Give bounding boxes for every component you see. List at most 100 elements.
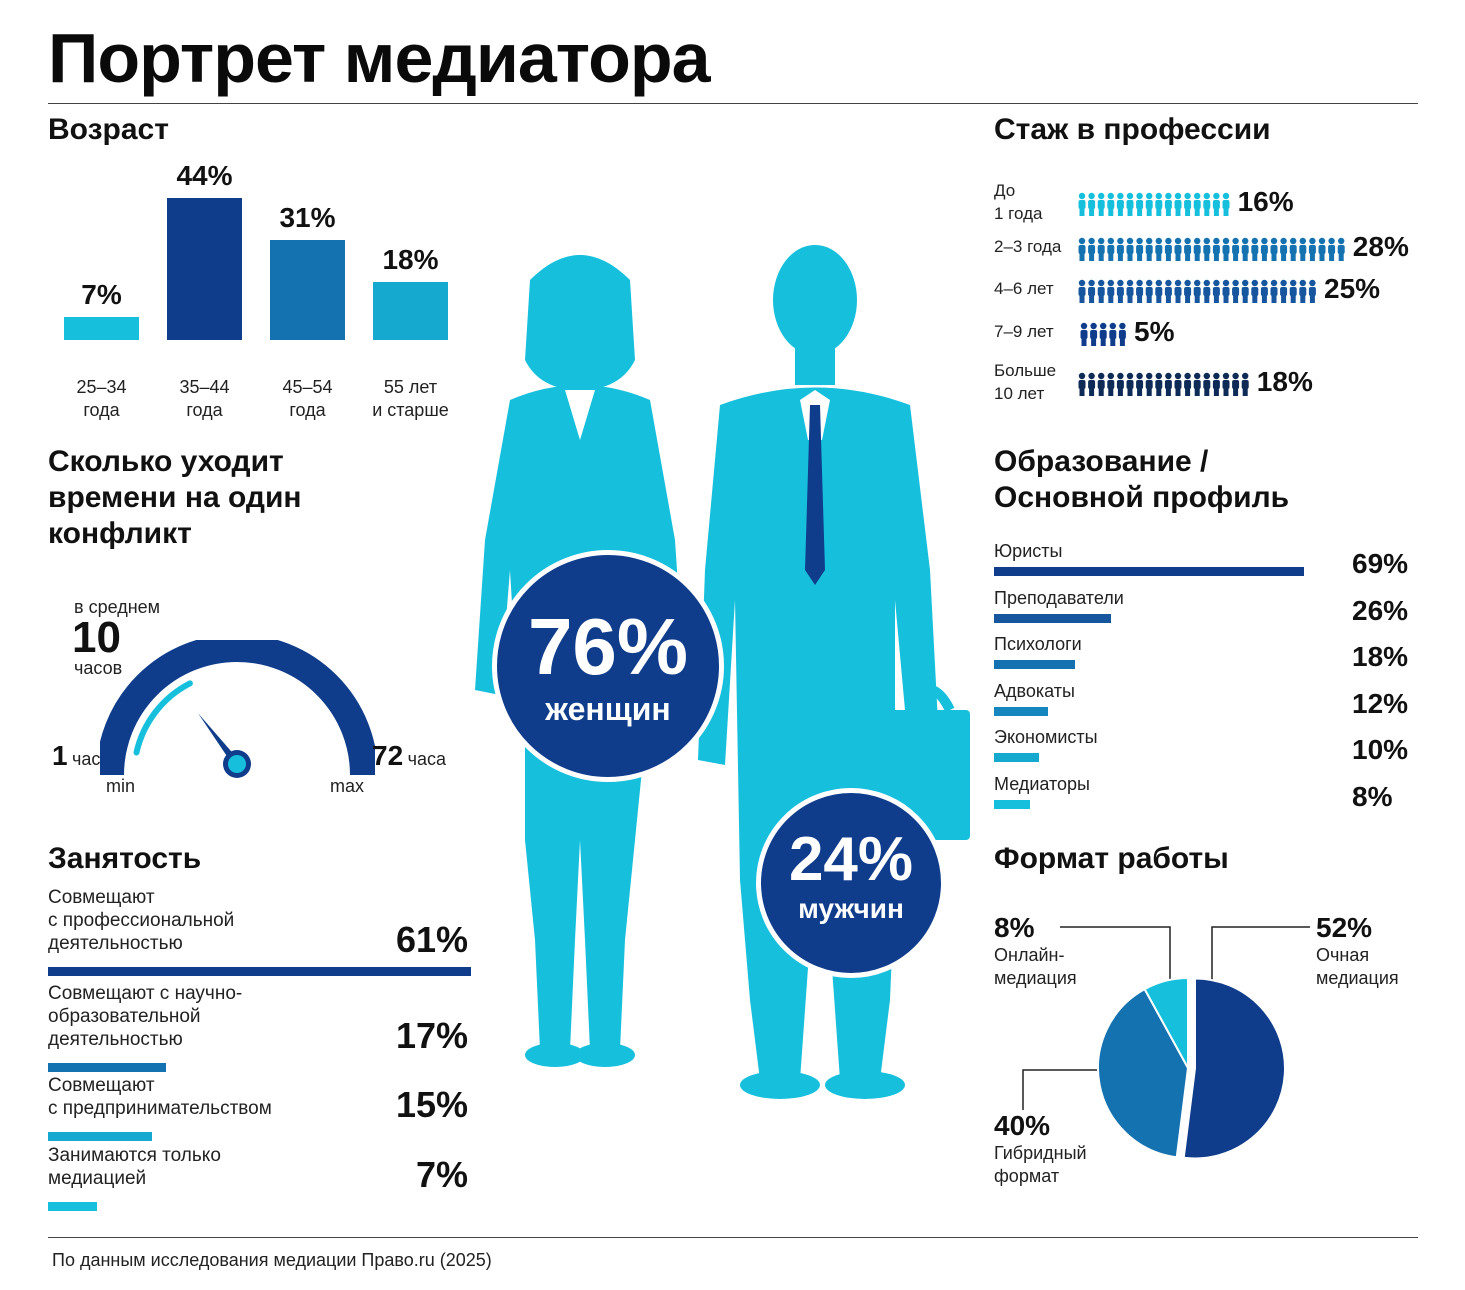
person-icon bbox=[1280, 237, 1288, 261]
person-icon bbox=[1107, 279, 1115, 303]
gauge-min-unit: час bbox=[72, 749, 101, 769]
person-icon bbox=[1126, 237, 1134, 261]
age-bar-value-label: 18% bbox=[382, 243, 439, 275]
age-bar-value-label: 31% bbox=[279, 201, 336, 233]
person-icon bbox=[1299, 279, 1307, 303]
person-icon bbox=[1289, 279, 1297, 303]
person-icon bbox=[1116, 372, 1124, 396]
inperson-percent: 52% bbox=[1316, 912, 1373, 943]
person-icon bbox=[1328, 237, 1336, 261]
pie-slice bbox=[1182, 977, 1286, 1160]
person-icon bbox=[1107, 237, 1115, 261]
average-unit: часов bbox=[74, 658, 123, 678]
online-label-line1: Онлайн- bbox=[994, 945, 1065, 965]
person-icon bbox=[1280, 279, 1288, 303]
online-leader-line bbox=[1060, 926, 1171, 998]
person-icon bbox=[1222, 372, 1230, 396]
person-icon bbox=[1088, 279, 1096, 303]
person-icon bbox=[1337, 237, 1345, 261]
age-bar bbox=[270, 239, 345, 340]
age-bar-value-label: 7% bbox=[81, 279, 122, 311]
education-category-label: Юристы bbox=[994, 541, 1063, 561]
education-percent: 26% bbox=[1352, 594, 1409, 626]
person-icon bbox=[1232, 279, 1240, 303]
page-title: Портрет медиатора bbox=[48, 19, 711, 97]
person-icon bbox=[1241, 372, 1249, 396]
experience-category-label: 7–9 лет bbox=[994, 322, 1054, 341]
education-chart: Юристы 69% Преподаватели 26% Психологи 18% Адв… bbox=[994, 540, 1424, 820]
age-category-label: 25–34 года bbox=[76, 377, 127, 420]
experience-percent: 16% bbox=[1237, 186, 1294, 217]
person-icon bbox=[1136, 237, 1144, 261]
education-title-line2: Основной профиль bbox=[994, 481, 1290, 514]
person-icon bbox=[1116, 192, 1124, 216]
experience-people-row bbox=[1080, 322, 1126, 346]
person-icon bbox=[1078, 279, 1086, 303]
bottom-divider bbox=[48, 1237, 1418, 1238]
person-icon bbox=[1270, 237, 1278, 261]
person-icon bbox=[1184, 372, 1192, 396]
top-divider bbox=[48, 103, 1418, 104]
person-icon bbox=[1099, 322, 1107, 346]
employment-item-percent: 61% bbox=[395, 919, 468, 960]
person-icon bbox=[1174, 192, 1182, 216]
inperson-legend: 52% Очная медиация bbox=[1316, 912, 1399, 990]
person-icon bbox=[1184, 192, 1192, 216]
person-icon bbox=[1193, 192, 1201, 216]
person-icon bbox=[1088, 372, 1096, 396]
hybrid-legend: 40% Гибридный формат bbox=[994, 1110, 1087, 1188]
education-percent: 69% bbox=[1352, 548, 1409, 579]
time-gauge bbox=[100, 640, 375, 778]
education-category-label: Психологи bbox=[994, 634, 1082, 654]
person-icon bbox=[1212, 372, 1220, 396]
age-bar-chart: 7% 25–34 года 44% 35–44 года 31% 45–54 года 18% 55… bbox=[48, 160, 468, 430]
education-percent: 12% bbox=[1352, 687, 1409, 719]
employment-bar bbox=[48, 967, 471, 976]
education-bar bbox=[994, 706, 1048, 716]
hybrid-percent: 40% bbox=[994, 1110, 1051, 1141]
experience-category-label: 4–6 лет bbox=[994, 279, 1054, 298]
format-section-title: Формат работы bbox=[994, 842, 1229, 875]
education-bar bbox=[994, 753, 1039, 762]
education-category-label: Преподаватели bbox=[994, 587, 1124, 608]
employment-item-percent: 7% bbox=[415, 1154, 468, 1195]
average-value: 10 bbox=[72, 613, 121, 662]
person-icon bbox=[1164, 372, 1172, 396]
person-icon bbox=[1241, 237, 1249, 261]
age-category-label: 45–54 года bbox=[282, 377, 333, 420]
person-icon bbox=[1260, 237, 1268, 261]
gauge-min-value: 1 bbox=[52, 740, 68, 771]
person-icon bbox=[1251, 237, 1259, 261]
person-icon bbox=[1078, 237, 1086, 261]
time-section-title: Сколько уходит времени на один конфликт bbox=[48, 444, 302, 552]
person-icon bbox=[1251, 279, 1259, 303]
person-icon bbox=[1097, 279, 1105, 303]
inperson-label-line1: Очная bbox=[1316, 945, 1370, 965]
person-icon bbox=[1203, 372, 1211, 396]
experience-category-label: До 1 года bbox=[994, 181, 1043, 223]
time-title-line3: конфликт bbox=[48, 517, 192, 550]
gauge-arc bbox=[100, 640, 375, 776]
person-icon bbox=[1174, 279, 1182, 303]
age-bar bbox=[167, 198, 242, 340]
education-percent: 18% bbox=[1352, 641, 1409, 672]
person-icon bbox=[1164, 192, 1172, 216]
men-circle: 24% мужчин bbox=[756, 788, 946, 978]
person-icon bbox=[1184, 237, 1192, 261]
person-icon bbox=[1155, 237, 1163, 261]
person-icon bbox=[1212, 192, 1220, 216]
time-title-line1: Сколько уходит bbox=[48, 445, 284, 478]
person-icon bbox=[1203, 237, 1211, 261]
person-icon bbox=[1232, 237, 1240, 261]
employment-item-label: Совмещают с научно-образовательной деятел… bbox=[48, 983, 243, 1050]
person-icon bbox=[1155, 279, 1163, 303]
person-icon bbox=[1145, 237, 1153, 261]
hybrid-label-line2: формат bbox=[994, 1166, 1060, 1186]
person-icon bbox=[1232, 372, 1240, 396]
person-icon bbox=[1116, 279, 1124, 303]
experience-percent: 5% bbox=[1134, 316, 1175, 347]
person-icon bbox=[1126, 372, 1134, 396]
experience-people-row bbox=[1078, 279, 1316, 303]
person-icon bbox=[1107, 372, 1115, 396]
education-category-label: Медиаторы bbox=[994, 773, 1090, 794]
